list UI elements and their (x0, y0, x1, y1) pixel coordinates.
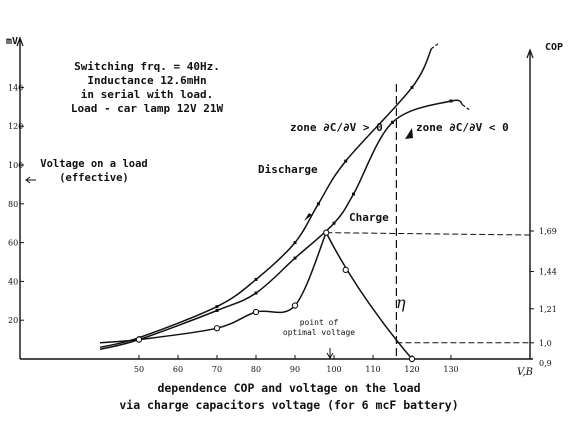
marks-layer (135, 85, 453, 363)
y-axis-right-title: COP (545, 42, 564, 53)
charge-direction-arrow (304, 213, 312, 221)
caption-line-1: dependence COP and voltage on the load (157, 381, 421, 395)
optimal-point-arrow (326, 348, 334, 359)
x-axis-title: V,B (517, 367, 534, 378)
info-annotation: Switching frq. = 40Hz. Inductance 12.6mH… (44, 60, 250, 116)
y-right-tick-label: 0,9 (539, 359, 552, 368)
optimal-label-line: point of (299, 318, 339, 327)
charge-point (293, 256, 297, 260)
info-line: Inductance 12.6mHn (87, 74, 207, 87)
y-right-tick-label: 1,69 (539, 227, 557, 236)
discharge-label: Discharge (258, 163, 318, 176)
y-left-tick-label: 80 (8, 200, 18, 209)
charge-series-line (99, 99, 464, 351)
charge-point (449, 99, 453, 103)
y-right-tick-label: 1,0 (539, 339, 552, 348)
zone-left-label: zone ∂C/∂V > 0 (290, 121, 383, 134)
x-tick-label: 70 (212, 365, 222, 374)
voltage-label-line: Voltage on a load (40, 158, 148, 170)
charge-label: Charge (349, 211, 389, 224)
y-left-tick-label: 100 (8, 161, 23, 170)
y-axis-left-title: mV (6, 36, 19, 47)
y-left-tick-label: 120 (8, 122, 23, 131)
optimal-label-line: optimal voltage (282, 328, 356, 337)
optimal-annotation: point of optimal voltage (264, 318, 374, 338)
y-left-tick-label: 60 (8, 239, 18, 248)
discharge-point (316, 202, 320, 206)
cop-point (342, 266, 349, 274)
x-tick-label: 100 (326, 365, 341, 374)
charge-point (391, 120, 394, 124)
discharge-point (293, 241, 297, 245)
cop-point (291, 302, 299, 309)
voltage-label-arrow (25, 176, 36, 184)
x-tick-label: 80 (251, 365, 261, 374)
cop-point (213, 325, 221, 332)
y-axis-left-arrow (16, 36, 24, 47)
cop-peak-guide (326, 232, 531, 236)
x-tick-label: 90 (290, 365, 300, 374)
voltage-label-line: (effective) (59, 172, 129, 184)
cop-point (323, 229, 330, 236)
x-tick-label: 120 (404, 365, 419, 374)
charge-point (352, 192, 355, 196)
x-tick-label: 60 (173, 365, 183, 374)
caption-line-2: via charge capacitors voltage (for 6 mcF… (119, 398, 459, 412)
zone-right-label: zone ∂C/∂V < 0 (416, 121, 509, 134)
y-right-tick-label: 1,44 (539, 268, 557, 277)
discharge-series-dash (431, 42, 440, 50)
y-left-tick-label: 140 (8, 83, 23, 92)
cop-point (135, 336, 143, 343)
discharge-point (215, 305, 219, 309)
charge-point (215, 309, 219, 312)
cop-point (408, 355, 416, 363)
cop-series-fall (325, 232, 413, 360)
discharge-point (254, 277, 258, 281)
discharge-point (344, 159, 348, 163)
charge-series-dash (462, 104, 471, 112)
voltage-annotation: Voltage on a load (effective) (24, 157, 164, 185)
x-tick-label: 110 (365, 365, 380, 374)
discharge-point (410, 85, 414, 89)
y-right-tick-label: 1,21 (539, 305, 557, 314)
info-line: Switching frq. = 40Hz. (74, 60, 220, 73)
charge-point (332, 221, 336, 225)
y-axis-right-arrow (526, 48, 534, 59)
x-tick-label: 50 (134, 365, 144, 374)
info-line: Load - car lamp 12V 21W (70, 102, 224, 115)
cop-point (252, 308, 260, 316)
x-tick-label: 130 (443, 365, 458, 374)
discharge-direction-arrow (405, 128, 413, 139)
y-left-tick-label: 40 (8, 277, 18, 286)
eta-label: η (396, 293, 406, 312)
info-line: in serial with load. (80, 88, 214, 101)
y-left-tick-label: 20 (8, 316, 18, 325)
axes-layer (16, 36, 534, 360)
charge-point (254, 291, 258, 295)
ticks-layer: 50 60 70 80 90 100 110 120 130 20 40 60 80 100 120 140 1… (8, 83, 557, 374)
